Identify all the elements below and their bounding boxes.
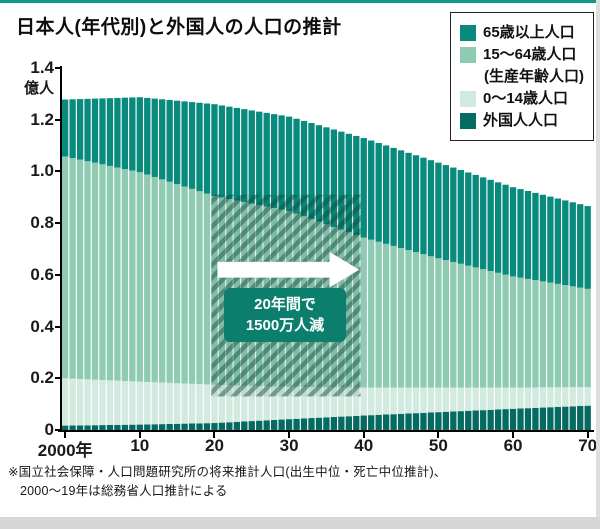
legend-label: 0〜14歳人口 — [483, 90, 569, 107]
x-axis-tick — [138, 432, 141, 438]
bottom-edge-strip — [0, 517, 600, 529]
arrow-right-icon — [216, 250, 361, 289]
y-axis-label: 1.0 — [30, 161, 54, 181]
legend-box: 65歳以上人口 15〜64歳人口 (生産年齢人口) 0〜14歳人口 外国人人口 — [450, 12, 594, 141]
y-axis-line — [60, 66, 62, 432]
legend-item: (生産年齢人口) — [460, 67, 584, 86]
footnote-line-1: ※国立社会保障・人口問題研究所の将来推計人口(出生中位・死亡中位推計)、 — [8, 465, 447, 479]
x-axis-tick — [64, 432, 67, 438]
top-accent-strip — [0, 0, 600, 3]
legend-swatch-icon — [460, 46, 476, 63]
x-axis-tick — [213, 432, 216, 438]
x-axis-label: 20 — [204, 436, 224, 455]
x-axis-label: 60 — [503, 436, 523, 455]
y-axis-tick — [55, 118, 61, 121]
x-axis-label: 10 — [130, 436, 150, 455]
y-axis-unit-label: 億人 — [23, 80, 54, 97]
y-axis-tick — [55, 429, 61, 431]
y-axis-tick — [55, 273, 61, 276]
legend-label: (生産年齢人口) — [484, 68, 584, 85]
chart-title: 日本人(年代別)と外国人の人口の推計 — [16, 17, 342, 38]
x-axis-tick — [437, 432, 440, 438]
legend-swatch-icon — [460, 90, 476, 107]
y-axis-label: 0.6 — [30, 264, 54, 284]
annotation-line-2: 1500万人減 — [245, 317, 325, 334]
x-axis-label: 40 — [354, 436, 374, 455]
y-axis-tick — [55, 67, 61, 69]
y-axis-label: 0.2 — [30, 368, 54, 388]
footnote-line-2: 2000〜19年は総務省人口推計による — [20, 484, 228, 498]
y-axis-label: 0.4 — [30, 316, 54, 336]
legend-label: 65歳以上人口 — [483, 24, 575, 41]
x-axis-label: 70 — [578, 436, 598, 455]
legend-swatch-icon — [460, 112, 476, 129]
legend-item: 外国人人口 — [460, 111, 584, 130]
legend-label: 外国人人口 — [483, 112, 559, 129]
x-axis-label: 30 — [279, 436, 299, 455]
legend-item: 15〜64歳人口 — [460, 45, 584, 64]
right-edge-strip — [596, 0, 600, 529]
y-axis-tick — [55, 222, 61, 225]
y-axis-tick — [55, 377, 61, 380]
x-axis-line — [58, 430, 594, 432]
annotation-box: 20年間で 1500万人減 — [224, 288, 346, 342]
x-axis-tick — [512, 432, 515, 438]
x-axis-tick — [586, 432, 589, 438]
y-axis-label: 1.4 — [30, 58, 54, 77]
legend-label: 15〜64歳人口 — [483, 46, 577, 63]
x-axis-tick — [362, 432, 365, 438]
y-axis-label: 0 — [44, 420, 54, 439]
legend-item: 65歳以上人口 — [460, 23, 584, 42]
annotation-line-1: 20年間で — [254, 296, 316, 313]
y-axis-tick — [55, 170, 61, 173]
y-axis-tick — [55, 325, 61, 328]
x-axis-label: 50 — [428, 436, 448, 455]
legend-swatch-icon — [460, 24, 476, 41]
legend-item: 0〜14歳人口 — [460, 89, 584, 108]
x-axis-label: 2000年 — [37, 441, 93, 460]
y-axis-label: 1.2 — [30, 109, 54, 129]
y-axis-label: 0.8 — [30, 213, 54, 233]
x-axis-tick — [288, 432, 291, 438]
